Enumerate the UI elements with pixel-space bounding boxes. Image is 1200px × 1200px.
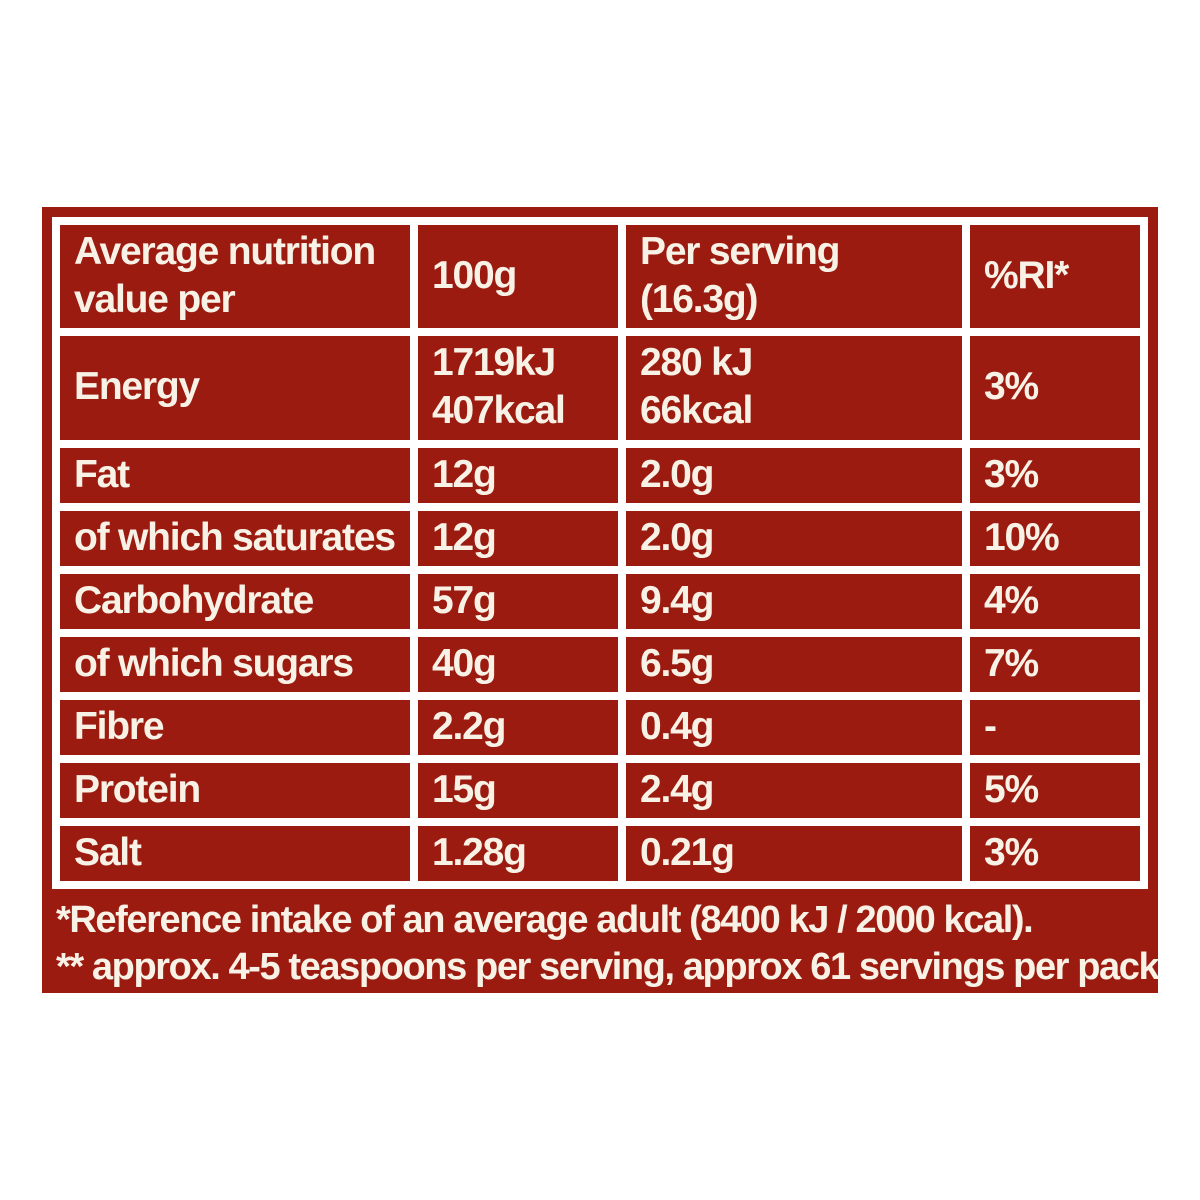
value-per-serving: 280 kJ 66kcal (626, 336, 962, 440)
table-row-salt: Salt 1.28g 0.21g 3% (60, 826, 1140, 881)
value-per-100g: 40g (418, 637, 618, 692)
value-per-100g: 1719kJ 407kcal (418, 336, 618, 440)
table-row-protein: Protein 15g 2.4g 5% (60, 763, 1140, 818)
table-row-fat: Fat 12g 2.0g 3% (60, 448, 1140, 503)
value-per-serving: 2.0g (626, 448, 962, 503)
value-ri: 7% (970, 637, 1140, 692)
nutrient-label: of which sugars (60, 637, 410, 692)
value-ri: 4% (970, 574, 1140, 629)
value-per-serving: 0.21g (626, 826, 962, 881)
footnote-servings: ** approx. 4-5 teaspoons per serving, ap… (56, 946, 1160, 989)
value-per-serving: 0.4g (626, 700, 962, 755)
nutrition-panel: Average nutrition value per 100g Per ser… (42, 207, 1160, 993)
header-cell-ri: %RI* (970, 225, 1140, 328)
value-per-100g: 57g (418, 574, 618, 629)
footnote-reference-intake: *Reference intake of an average adult (8… (56, 899, 1034, 941)
value-ri: - (970, 700, 1140, 755)
value-per-100g: 1.28g (418, 826, 618, 881)
nutrient-label: Salt (60, 826, 410, 881)
header-cell-nutrient: Average nutrition value per (60, 225, 410, 328)
value-ri: 5% (970, 763, 1140, 818)
value-per-serving: 6.5g (626, 637, 962, 692)
footnotes: *Reference intake of an average adult (8… (52, 889, 1160, 991)
header-cell-per-100g: 100g (418, 225, 618, 328)
table-header-row: Average nutrition value per 100g Per ser… (60, 225, 1140, 328)
nutrient-label: Fibre (60, 700, 410, 755)
value-ri: 3% (970, 448, 1140, 503)
value-per-serving: 9.4g (626, 574, 962, 629)
nutrient-label: Energy (60, 336, 410, 440)
value-per-100g: 12g (418, 448, 618, 503)
header-cell-per-serving: Per serving (16.3g) (626, 225, 962, 328)
value-ri: 3% (970, 336, 1140, 440)
value-ri: 3% (970, 826, 1140, 881)
value-per-serving: 2.0g (626, 511, 962, 566)
nutrient-label: Carbohydrate (60, 574, 410, 629)
nutrient-label: of which saturates (60, 511, 410, 566)
value-per-100g: 12g (418, 511, 618, 566)
nutrition-table: Average nutrition value per 100g Per ser… (52, 217, 1148, 889)
value-per-100g: 15g (418, 763, 618, 818)
value-ri: 10% (970, 511, 1140, 566)
nutrient-label: Protein (60, 763, 410, 818)
table-row-energy: Energy 1719kJ 407kcal 280 kJ 66kcal 3% (60, 336, 1140, 440)
table-row-fibre: Fibre 2.2g 0.4g - (60, 700, 1140, 755)
table-row-sugars: of which sugars 40g 6.5g 7% (60, 637, 1140, 692)
nutrient-label: Fat (60, 448, 410, 503)
table-row-carbohydrate: Carbohydrate 57g 9.4g 4% (60, 574, 1140, 629)
table-row-saturates: of which saturates 12g 2.0g 10% (60, 511, 1140, 566)
value-per-100g: 2.2g (418, 700, 618, 755)
value-per-serving: 2.4g (626, 763, 962, 818)
